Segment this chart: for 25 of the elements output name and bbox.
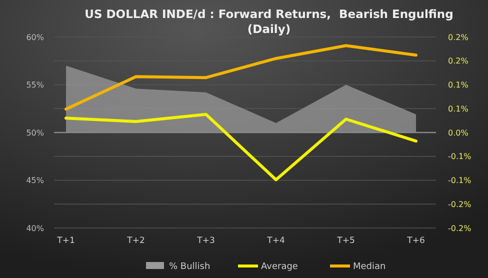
x-tick-label: T+2: [126, 236, 145, 246]
x-tick-label: T+6: [406, 236, 425, 246]
line-series: [64, 44, 418, 111]
x-tick-label: T+3: [196, 236, 215, 246]
y2-tick-label: 0.0%: [448, 128, 469, 138]
y-tick-label: 45%: [26, 176, 44, 186]
y2-tick-label: 0.2%: [448, 32, 469, 42]
y-tick-label: 60%: [26, 32, 44, 42]
y2-tick-label: 0.1%: [448, 104, 469, 114]
x-tick-label: T+4: [266, 236, 285, 246]
y-tick-label: 50%: [26, 128, 44, 138]
y-tick-label: 55%: [26, 80, 44, 90]
legend-label: % Bullish: [169, 262, 210, 272]
y2-tick-label: -0.1%: [448, 176, 472, 186]
y2-tick-label: 0.1%: [448, 80, 469, 90]
y2-tick-label: 0.2%: [448, 56, 469, 66]
line-series: [64, 112, 418, 182]
legend-label: Average: [261, 262, 298, 272]
x-tick-label: T+5: [336, 236, 355, 246]
y2-tick-label: -0.1%: [448, 152, 472, 162]
y-tick-label: 40%: [26, 224, 44, 233]
legend-label: Median: [353, 262, 386, 272]
y2-tick-label: -0.2%: [448, 200, 472, 209]
y2-tick-label: -0.2%: [448, 224, 472, 233]
x-tick-label: T+1: [56, 236, 75, 246]
